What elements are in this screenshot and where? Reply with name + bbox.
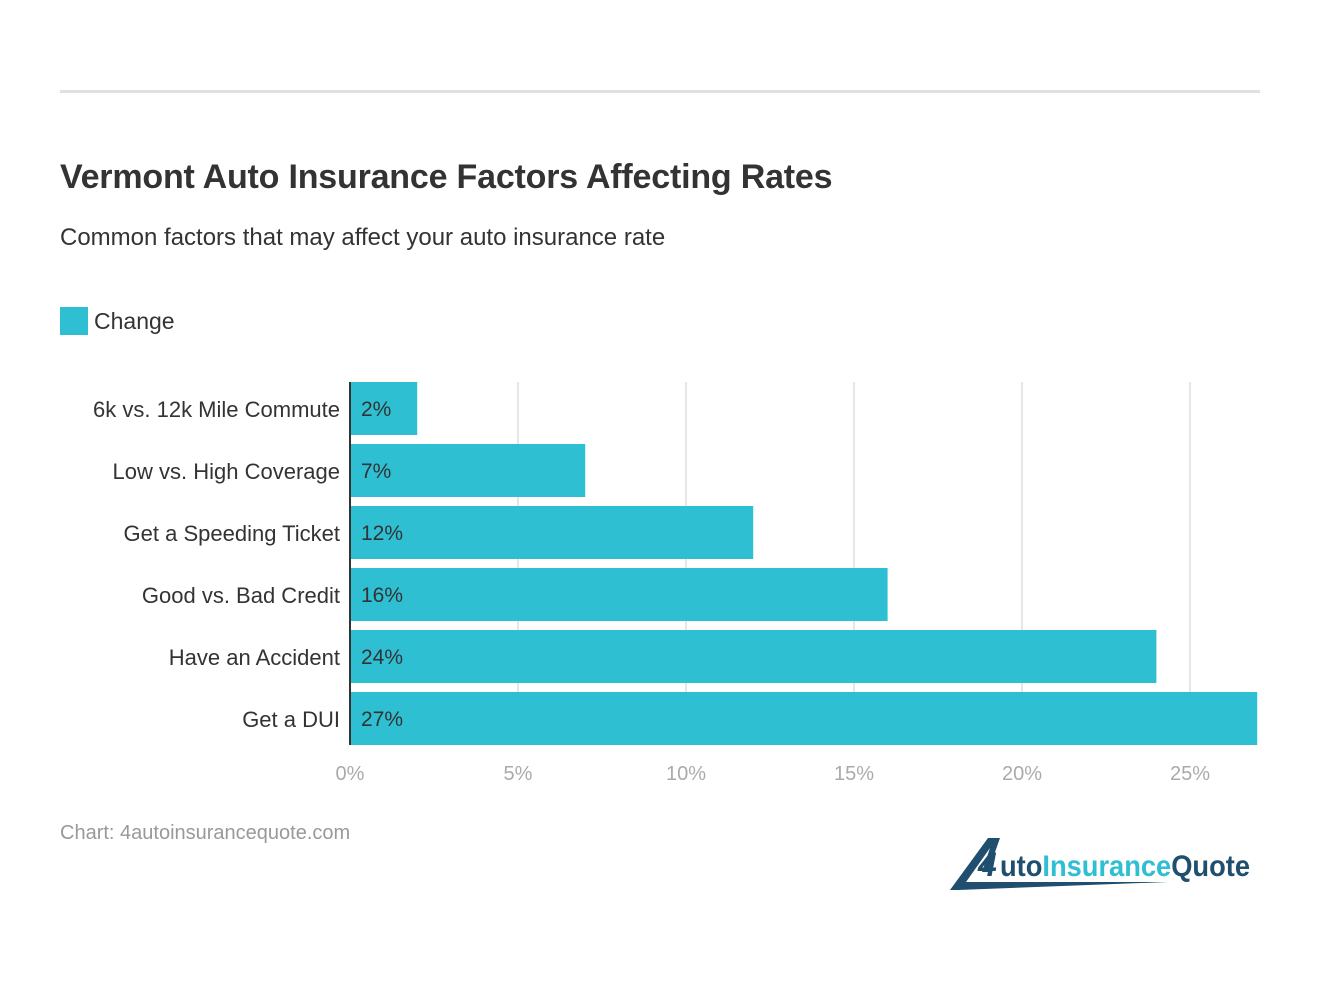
legend-label: Change (94, 307, 175, 334)
data-label: 16% (361, 584, 403, 607)
chart-subtitle: Common factors that may affect your auto… (60, 224, 666, 251)
svg-text:utoInsuranceQuote: utoInsuranceQuote (1000, 850, 1250, 883)
svg-text:4: 4 (977, 846, 997, 884)
x-tick-label: 15% (834, 763, 874, 785)
bar (350, 630, 1157, 683)
data-label: 24% (361, 646, 403, 669)
data-label: 27% (361, 708, 403, 731)
legend-swatch (60, 307, 88, 335)
category-label: 6k vs. 12k Mile Commute (93, 397, 340, 422)
data-label: 12% (361, 522, 403, 545)
x-tick-label: 10% (666, 763, 706, 785)
autoinsurancequote-logo: 4 utoInsuranceQuote (950, 838, 1250, 890)
x-tick-label: 5% (504, 763, 533, 785)
chart-source: Chart: 4autoinsurancequote.com (60, 822, 351, 844)
x-tick-label: 0% (336, 763, 365, 785)
legend: Change (60, 307, 175, 335)
data-label: 7% (361, 460, 391, 483)
x-tick-label: 20% (1002, 763, 1042, 785)
bar (350, 568, 888, 621)
bar (350, 692, 1258, 745)
chart-title: Vermont Auto Insurance Factors Affecting… (60, 158, 833, 196)
x-tick-label: 25% (1170, 763, 1210, 785)
bar (350, 506, 754, 559)
data-label: 2% (361, 398, 391, 421)
category-label: Get a DUI (242, 707, 340, 732)
category-label: Have an Accident (169, 645, 340, 670)
category-label: Get a Speeding Ticket (124, 521, 340, 546)
bar (350, 382, 418, 435)
category-label: Low vs. High Coverage (113, 459, 340, 484)
top-divider (60, 90, 1260, 93)
category-label: Good vs. Bad Credit (142, 583, 340, 608)
bar (350, 444, 586, 497)
